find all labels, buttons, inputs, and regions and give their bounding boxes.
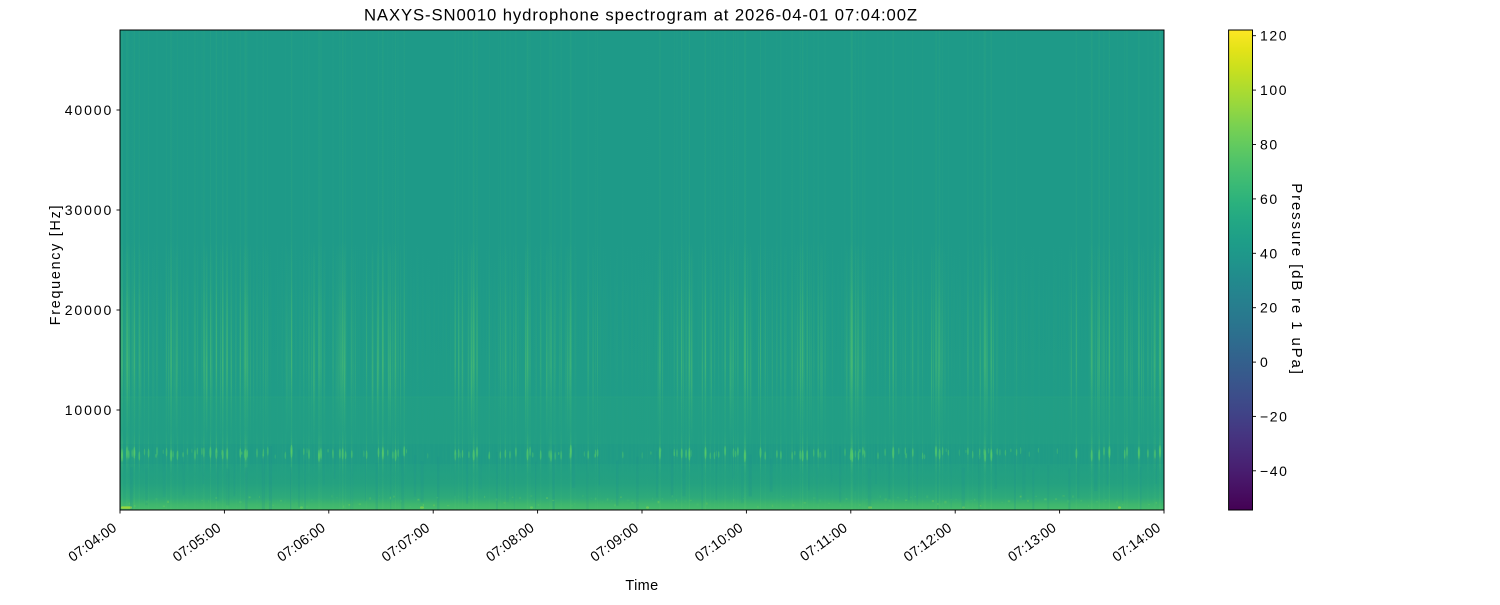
svg-text:40000: 40000 (65, 102, 113, 118)
svg-text:40: 40 (1260, 245, 1279, 261)
svg-text:80: 80 (1260, 137, 1279, 153)
svg-text:−40: −40 (1260, 463, 1289, 479)
svg-text:Time: Time (625, 578, 658, 594)
svg-text:−20: −20 (1260, 408, 1289, 424)
svg-text:Pressure [dB re 1 uPa]: Pressure [dB re 1 uPa] (1288, 183, 1305, 375)
svg-text:0: 0 (1260, 354, 1269, 370)
svg-text:10000: 10000 (65, 402, 113, 418)
svg-text:60: 60 (1260, 191, 1279, 207)
svg-text:20: 20 (1260, 300, 1279, 316)
svg-text:120: 120 (1260, 28, 1288, 44)
svg-text:20000: 20000 (65, 302, 113, 318)
svg-text:100: 100 (1260, 82, 1288, 98)
svg-text:NAXYS-SN0010 hydrophone spectr: NAXYS-SN0010 hydrophone spectrogram at 2… (364, 5, 918, 24)
svg-text:Frequency [Hz]: Frequency [Hz] (48, 204, 64, 325)
svg-text:30000: 30000 (65, 202, 113, 218)
